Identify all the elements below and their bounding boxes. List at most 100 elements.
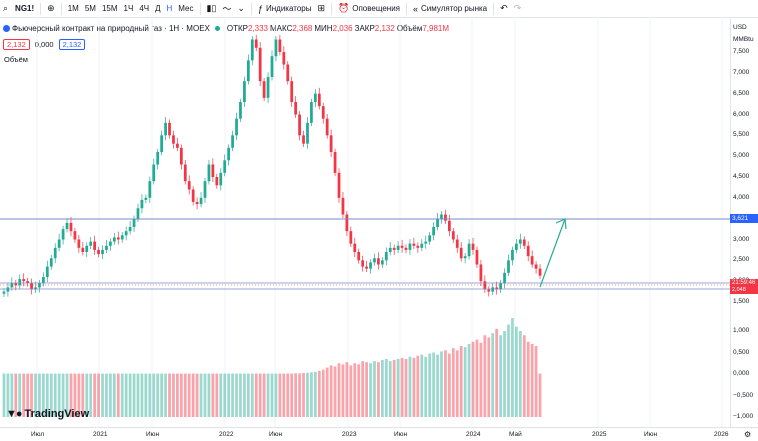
candle <box>57 239 61 248</box>
current-price-tag: 2,048 <box>730 287 758 294</box>
interval-1m[interactable]: 1M <box>67 4 79 13</box>
candle <box>357 252 361 261</box>
candle <box>467 243 471 257</box>
candle <box>384 252 388 261</box>
candle <box>317 93 321 107</box>
volume-bar <box>310 372 313 417</box>
volume-bar <box>203 373 207 417</box>
interval-4h[interactable]: 4Ч <box>139 4 150 13</box>
axis-unit[interactable]: MMBtu <box>733 36 754 43</box>
candle <box>428 235 432 242</box>
candle <box>6 287 10 292</box>
volume-bar <box>38 373 41 417</box>
candle <box>444 214 447 221</box>
layouts-icon[interactable]: ⊞ <box>317 3 326 13</box>
volume-bar <box>53 373 57 417</box>
trend-arrow-head <box>555 218 567 230</box>
candle <box>144 197 148 200</box>
volume-bar <box>199 373 203 417</box>
volume-bar <box>89 373 93 417</box>
candle <box>156 152 160 165</box>
volume-bar <box>14 373 18 417</box>
candle <box>310 102 313 123</box>
price-axis[interactable] <box>730 19 758 427</box>
volume-bar <box>345 362 349 417</box>
volume-bar <box>160 373 164 417</box>
candle <box>30 283 33 290</box>
candle <box>369 262 372 269</box>
candle <box>302 135 305 144</box>
price-tick-label: 4,500 <box>733 173 750 180</box>
candle <box>404 247 408 250</box>
interval-5m[interactable]: 5M <box>84 4 96 13</box>
candle <box>329 135 333 152</box>
redo-icon[interactable]: ↷ <box>513 3 522 13</box>
volume-bar <box>302 372 305 417</box>
interval-month[interactable]: Мес <box>178 4 194 13</box>
volume-bar <box>148 373 152 417</box>
symbol-search-button[interactable]: NG1! <box>15 4 35 13</box>
interval-week[interactable]: Н <box>166 4 173 13</box>
price-tick-label: 6,000 <box>733 110 750 118</box>
symbol-title[interactable]: Фьючерсный контракт на природный газ · 1… <box>12 24 210 33</box>
candle <box>69 222 73 232</box>
chevron-down-icon[interactable]: ⌄ <box>237 3 245 13</box>
top-toolbar: ⌕ NG1! ⊕ 1M 5M 15M 1Ч 4Ч Д Н Мес ▮▯ 〜 ⌄ … <box>0 0 758 18</box>
market-status-icon[interactable] <box>214 26 220 31</box>
plus-circle-icon[interactable]: ⊕ <box>47 3 55 13</box>
price-tick-label: 2,500 <box>733 256 750 264</box>
alerts-button[interactable]: ⏰ Оповещения <box>335 0 403 18</box>
candle <box>313 93 317 102</box>
candle <box>451 231 455 240</box>
search-icon[interactable]: ⌕ <box>3 3 9 13</box>
time-tick-label: 2022 <box>219 431 234 438</box>
volume-bar <box>34 373 37 417</box>
candle <box>164 122 167 136</box>
indicators-icon: ƒ <box>257 3 263 14</box>
trend-arrow[interactable] <box>539 218 567 288</box>
candle <box>53 247 57 259</box>
volume-bar <box>235 373 238 417</box>
candle <box>459 247 463 259</box>
volume-bar <box>317 370 321 417</box>
gear-icon[interactable]: ⚙ <box>744 430 752 439</box>
tradingview-logo[interactable]: ▼● TradingView <box>6 408 89 420</box>
undo-icon[interactable]: ↶ <box>500 3 508 13</box>
volume-bar <box>455 350 459 417</box>
horizontal-levels-layer <box>0 218 730 290</box>
candle <box>282 52 286 65</box>
indicators-button[interactable]: ƒ Индикаторы <box>255 0 315 18</box>
price-chart[interactable] <box>0 19 730 427</box>
axis-currency[interactable]: USD <box>733 24 747 31</box>
time-axis[interactable] <box>0 427 758 441</box>
candle <box>518 239 522 244</box>
candle <box>353 243 357 252</box>
time-tick-label: 2021 <box>93 431 108 438</box>
line-chart-icon[interactable]: 〜 <box>222 4 232 14</box>
candle <box>120 235 124 240</box>
interval-15m[interactable]: 15M <box>101 4 118 13</box>
replay-button[interactable]: « Симулятор рынка <box>410 0 490 18</box>
volume-bar <box>191 373 195 417</box>
sell-price-box[interactable]: 2,132 <box>3 39 30 50</box>
candle <box>227 147 231 161</box>
buy-price-box[interactable]: 2,132 <box>58 39 86 50</box>
volume-tick-label: 0,000 <box>733 370 750 377</box>
candle <box>380 260 384 265</box>
candle <box>235 118 238 136</box>
interval-day[interactable]: Д <box>155 4 161 13</box>
candle <box>22 279 26 282</box>
volume-bar <box>270 373 274 417</box>
candle <box>2 291 6 294</box>
candles-icon[interactable]: ▮▯ <box>206 3 217 13</box>
quote-boxes: 2,132 0,000 2,132 <box>3 39 86 50</box>
candle <box>463 256 467 259</box>
candle <box>286 64 290 82</box>
volume-bar <box>361 361 365 417</box>
volume-bar <box>384 358 388 417</box>
volume-bar <box>57 373 61 417</box>
toolbar-divider <box>40 2 42 15</box>
interval-1h[interactable]: 1Ч <box>123 4 134 13</box>
time-tick-label: Июл <box>31 431 45 438</box>
low-value: 2,036 <box>332 24 353 33</box>
